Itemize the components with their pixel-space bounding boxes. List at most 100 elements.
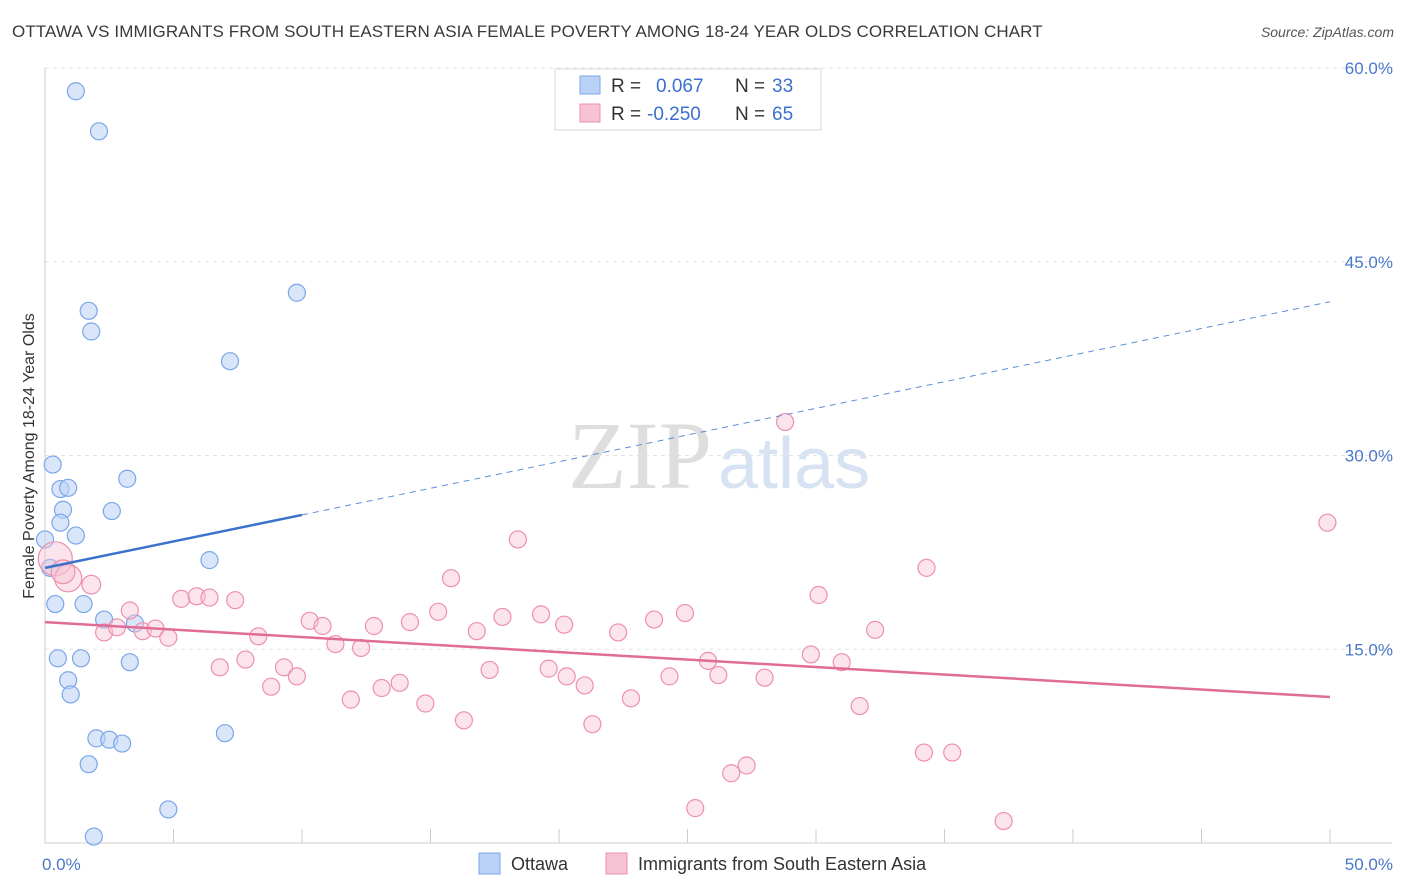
point-immigrants (441, 569, 461, 588)
point-immigrants (755, 668, 774, 687)
point-ottawa (215, 724, 234, 743)
watermark-zip: ZIP (568, 402, 712, 509)
legend-r-value-immigrants: -0.250 (647, 104, 701, 125)
point-immigrants (372, 678, 391, 698)
y-axis-title: Female Poverty Among 18-24 Year Olds (21, 313, 38, 599)
point-immigrants (210, 658, 229, 677)
point-immigrants (274, 658, 294, 677)
legend-swatch-ottawa (579, 75, 601, 95)
point-ottawa (66, 82, 85, 101)
y-tick-label: 30.0% (1345, 447, 1393, 466)
y-tick-label: 15.0% (1345, 640, 1393, 659)
y-tick-label: 60.0% (1345, 59, 1393, 78)
bottom-legend-label-ottawa: Ottawa (511, 854, 569, 874)
point-immigrants (994, 811, 1013, 831)
point-immigrants (709, 665, 728, 685)
point-immigrants (850, 696, 869, 716)
point-immigrants (555, 615, 574, 634)
legend-r-value-ottawa: 0.067 (656, 76, 704, 97)
point-ottawa (82, 322, 101, 341)
watermark-atlas: atlas (718, 424, 870, 504)
point-immigrants (81, 574, 102, 595)
trend-lines (44, 301, 1331, 699)
point-ottawa (59, 478, 78, 497)
point-immigrants (917, 558, 936, 577)
point-ottawa (66, 526, 85, 545)
point-immigrants (364, 616, 384, 636)
bottom-legend-label-immigrants: Immigrants from South Eastern Asia (638, 854, 927, 874)
axes: 0.0% 50.0% (42, 68, 1393, 874)
point-ottawa (51, 513, 70, 532)
point-ottawa (79, 755, 98, 774)
point-immigrants (400, 613, 420, 632)
point-immigrants (341, 690, 360, 709)
point-ottawa (43, 455, 62, 474)
point-ottawa (102, 501, 121, 521)
point-immigrants (416, 694, 435, 713)
point-immigrants (866, 620, 885, 639)
trend-line-ottawa (44, 513, 303, 570)
point-immigrants (262, 677, 281, 696)
point-immigrants (390, 673, 409, 692)
point-ottawa (84, 827, 103, 846)
point-immigrants (236, 650, 255, 669)
point-immigrants (575, 676, 594, 695)
point-immigrants (737, 756, 756, 775)
point-ottawa (159, 800, 178, 819)
legend-n-value-ottawa: 33 (772, 76, 793, 97)
legend-r-label-ottawa: R = (611, 76, 641, 97)
point-immigrants (557, 667, 576, 686)
point-immigrants (621, 689, 641, 708)
x-tick-label-max: 50.0% (1345, 855, 1393, 874)
bottom-legend-swatch-ottawa (478, 852, 501, 875)
x-tick-label-min: 0.0% (42, 855, 81, 874)
point-immigrants (644, 610, 664, 629)
data-points (35, 82, 1337, 846)
y-tick-label: 45.0% (1345, 253, 1393, 272)
point-immigrants (776, 412, 795, 432)
point-ottawa (79, 301, 98, 320)
point-immigrants (832, 653, 851, 672)
legend-r-label-immigrants: R = (611, 104, 641, 125)
point-ottawa (48, 649, 67, 668)
point-ottawa (287, 283, 306, 302)
point-immigrants (675, 603, 695, 623)
point-immigrants (249, 627, 268, 646)
point-ottawa (61, 685, 80, 704)
point-ottawa (220, 352, 240, 371)
point-immigrants (454, 711, 474, 730)
point-ottawa (46, 594, 65, 614)
trend-line-ottawa-projection (301, 301, 1331, 516)
point-immigrants (172, 589, 191, 608)
point-immigrants (493, 607, 512, 627)
point-immigrants (226, 591, 245, 610)
point-immigrants (801, 645, 820, 664)
point-immigrants (467, 622, 486, 641)
point-immigrants (686, 799, 705, 818)
point-immigrants (583, 715, 602, 734)
trend-line-immigrants (44, 620, 1331, 699)
legend-n-value-immigrants: 65 (772, 104, 793, 125)
stats-legend: R = 0.067 N = 33 R = -0.250 N = 65 (554, 68, 822, 131)
point-immigrants (809, 585, 828, 605)
point-immigrants (480, 660, 499, 680)
point-ottawa (71, 649, 91, 668)
point-immigrants (531, 605, 551, 624)
point-immigrants (200, 588, 219, 607)
point-immigrants (539, 659, 558, 678)
point-immigrants (609, 623, 628, 642)
point-ottawa (112, 734, 132, 753)
point-ottawa (35, 530, 55, 549)
point-immigrants (722, 764, 741, 783)
point-ottawa (118, 469, 137, 488)
chart-title: OTTAWA VS IMMIGRANTS FROM SOUTH EASTERN … (12, 22, 1043, 41)
point-immigrants (159, 628, 178, 647)
point-immigrants (120, 601, 139, 620)
point-immigrants (660, 667, 679, 686)
point-immigrants (914, 743, 934, 762)
point-immigrants (287, 667, 306, 686)
legend-n-label-ottawa: N = (735, 76, 765, 97)
legend-swatch-immigrants (579, 103, 601, 123)
legend-n-label-immigrants: N = (735, 104, 765, 125)
